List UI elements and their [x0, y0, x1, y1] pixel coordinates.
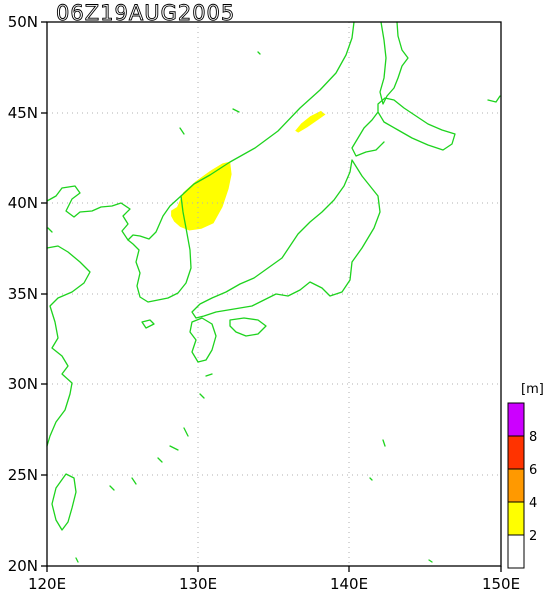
coast-honshu — [191, 159, 381, 319]
lat-label-40n: 40N — [8, 194, 38, 212]
coast-korea — [127, 195, 192, 303]
legend-label-4: 4 — [529, 496, 537, 511]
lon-label-120e: 120E — [28, 575, 66, 593]
legend-label-2: 2 — [529, 529, 537, 544]
legend-swatch-below-2 — [507, 534, 525, 569]
legend: [m] 8 6 4 2 — [507, 382, 544, 569]
lat-label-30n: 30N — [8, 375, 38, 393]
wave-region-2 — [295, 110, 326, 133]
lon-label-140e: 140E — [330, 575, 368, 593]
legend-swatch-2-4 — [507, 501, 525, 536]
coast-small-islands — [47, 51, 501, 563]
coast-ryukyu — [109, 373, 213, 491]
legend-swatch-6-8 — [507, 435, 525, 470]
lon-label-150e: 150E — [482, 575, 520, 593]
coast-sakhalin — [379, 21, 409, 105]
legend-swatch-4-6 — [507, 468, 525, 503]
legend-label-8: 8 — [529, 430, 537, 445]
coastlines — [46, 21, 501, 563]
legend-swatch-8-plus — [507, 402, 525, 437]
legend-label-6: 6 — [529, 463, 537, 478]
grid-lines — [47, 22, 501, 566]
coast-taiwan — [51, 473, 77, 531]
coast-jeju — [141, 319, 155, 329]
lat-label-50n: 50N — [8, 13, 38, 31]
wave-fills — [171, 110, 326, 231]
wave-region-1 — [171, 161, 232, 231]
map-title: 06Z19AUG2005 — [56, 1, 235, 25]
lat-label-35n: 35N — [8, 285, 38, 303]
coast-kyushu — [189, 317, 217, 363]
coast-mainland-north — [46, 21, 355, 241]
coast-china-east — [46, 245, 91, 447]
coast-hokkaido — [351, 97, 456, 157]
lat-label-45n: 45N — [8, 104, 38, 122]
axis-ticks — [41, 21, 502, 572]
lat-label-25n: 25N — [8, 466, 38, 484]
lat-label-20n: 20N — [8, 557, 38, 575]
coast-shikoku — [229, 317, 267, 337]
lon-label-130e: 130E — [179, 575, 217, 593]
legend-unit: [m] — [521, 382, 544, 397]
